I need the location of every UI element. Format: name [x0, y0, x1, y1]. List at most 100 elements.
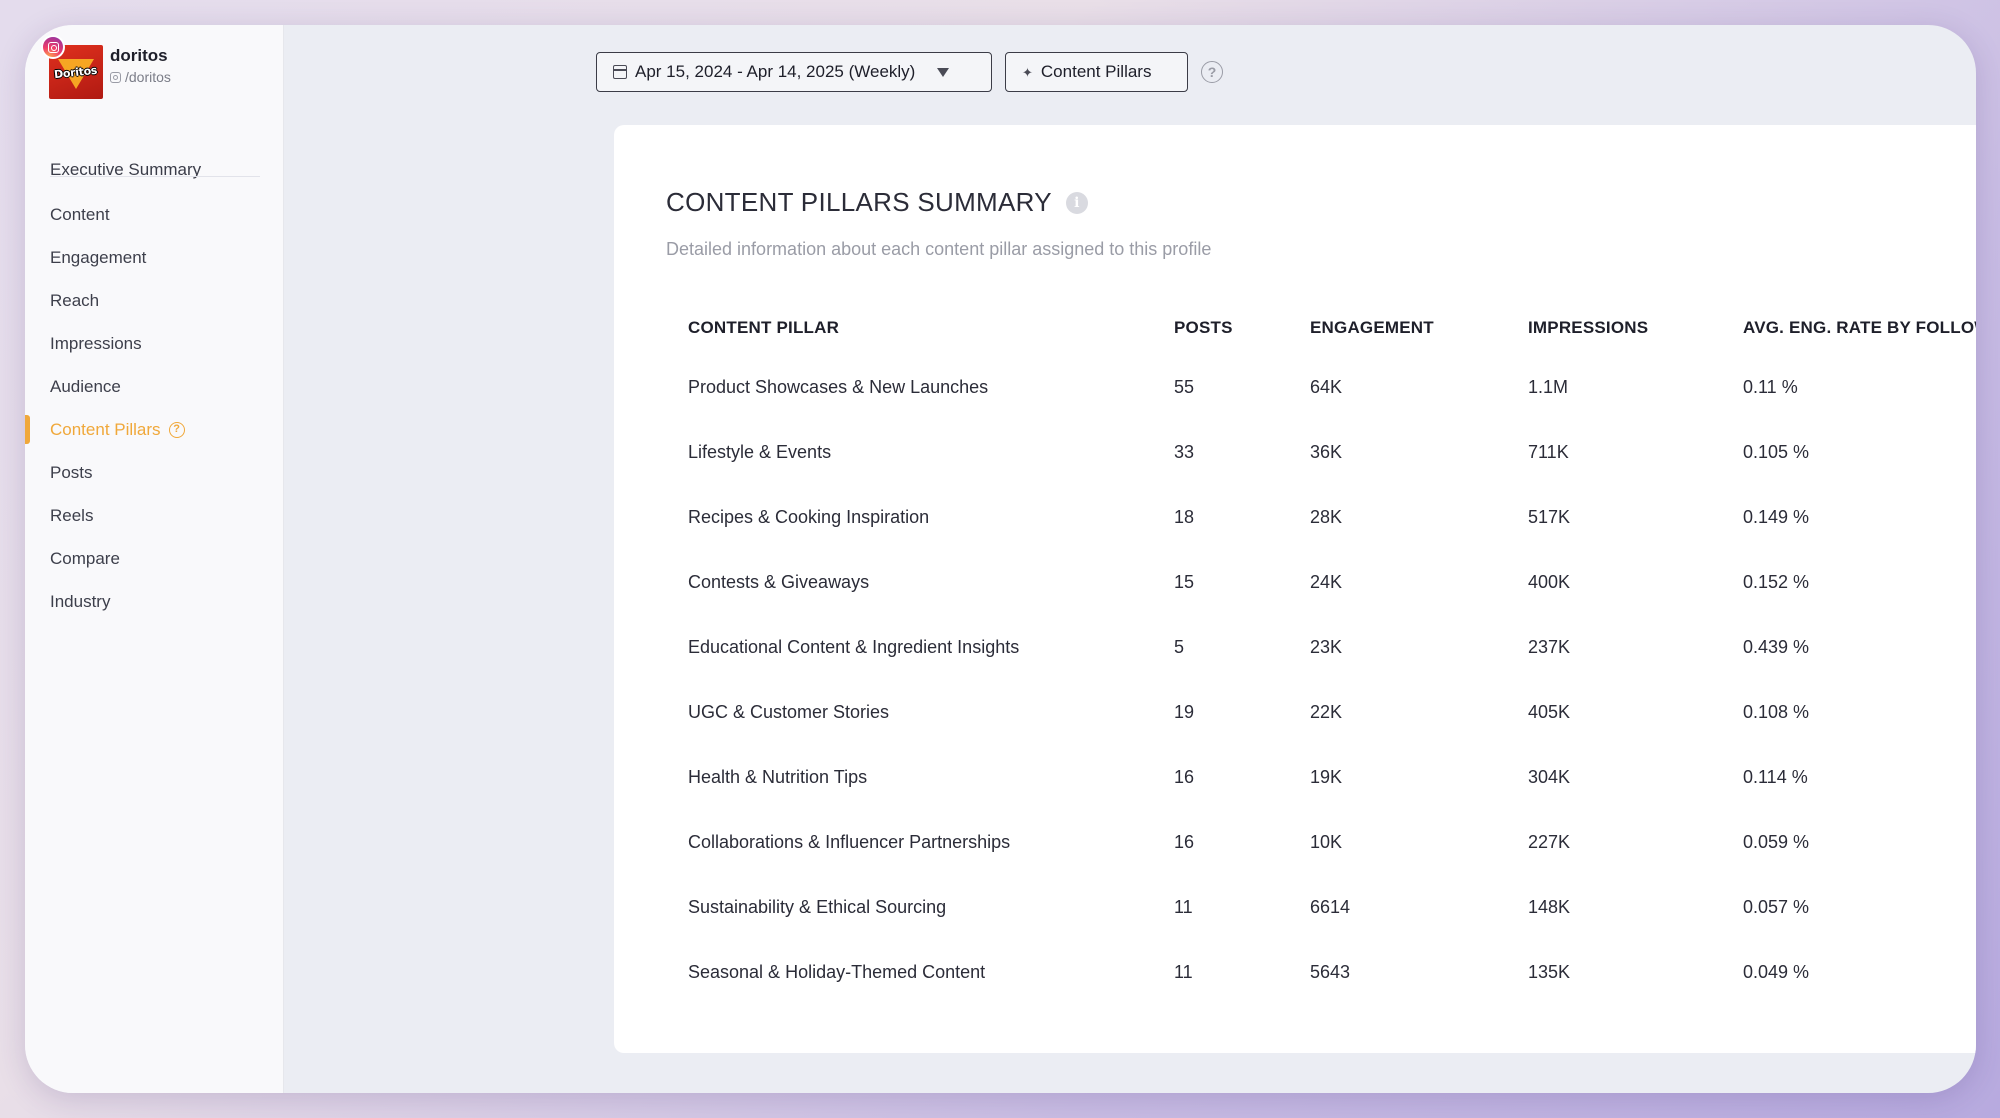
- cell-impressions: 135K: [1528, 962, 1571, 982]
- cell-pillar: Health & Nutrition Tips: [688, 767, 868, 787]
- cell-avg-eng-rate: 0.114 %: [1743, 767, 1808, 787]
- cell-impressions: 227K: [1528, 832, 1571, 852]
- cell-posts: 11: [1174, 897, 1193, 917]
- table-row: UGC & Customer Stories 19 22K 405K 0.108…: [674, 680, 1976, 745]
- profile-handle-row: /doritos: [110, 67, 171, 87]
- cell-avg-eng-rate: 0.11 %: [1743, 377, 1798, 397]
- column-header-posts[interactable]: POSTS: [1174, 318, 1233, 337]
- sidebar-item-executive-summary[interactable]: Executive Summary: [50, 160, 202, 179]
- cell-impressions: 1.1M: [1528, 377, 1569, 397]
- cell-pillar: Recipes & Cooking Inspiration: [688, 507, 930, 527]
- column-header-engagement[interactable]: ENGAGEMENT: [1310, 318, 1434, 337]
- cell-engagement: 5643: [1310, 962, 1351, 982]
- help-circle-icon[interactable]: ?: [168, 421, 185, 438]
- cell-posts: 5: [1174, 637, 1185, 657]
- sidebar-item-label: Impressions: [50, 334, 142, 353]
- instagram-small-icon: [110, 71, 121, 83]
- calendar-icon: [613, 65, 627, 79]
- cell-pillar: Contests & Giveaways: [688, 572, 870, 592]
- cell-engagement: 22K: [1310, 702, 1343, 722]
- sidebar-item-label: Content Pillars: [50, 420, 161, 439]
- cell-posts: 15: [1174, 572, 1195, 592]
- sidebar-item-audience[interactable]: Audience: [25, 365, 283, 408]
- table-row: Product Showcases & New Launches 55 64K …: [674, 355, 1976, 420]
- cell-pillar: Educational Content & Ingredient Insight…: [688, 637, 1020, 657]
- cell-engagement: 28K: [1310, 507, 1343, 527]
- date-range-picker[interactable]: Apr 15, 2024 - Apr 14, 2025 (Weekly): [596, 52, 992, 92]
- cell-posts: 18: [1174, 507, 1195, 527]
- table-row: Collaborations & Influencer Partnerships…: [674, 810, 1976, 875]
- sidebar-item-engagement[interactable]: Engagement: [25, 236, 283, 279]
- sidebar-item-label: Reach: [50, 291, 100, 310]
- cell-impressions: 237K: [1528, 637, 1571, 657]
- table-row: Seasonal & Holiday-Themed Content 11 564…: [674, 940, 1976, 1005]
- column-header-impressions[interactable]: IMPRESSIONS: [1528, 318, 1649, 337]
- sidebar-item-impressions[interactable]: Impressions: [25, 322, 283, 365]
- card-subtitle: Detailed information about each content …: [666, 239, 1212, 259]
- sidebar-item-label: Industry: [50, 592, 111, 611]
- sidebar-item-content[interactable]: Content: [25, 193, 283, 236]
- cell-pillar: Collaborations & Influencer Partnerships: [688, 832, 1011, 852]
- cell-posts: 33: [1174, 442, 1195, 462]
- profile-text: doritos /doritos: [110, 45, 171, 87]
- profile-avatar: Doritos: [41, 35, 103, 99]
- cell-pillar: UGC & Customer Stories: [688, 702, 890, 722]
- profile-header[interactable]: Doritos doritos /doritos: [41, 35, 171, 99]
- card-title-row: CONTENT PILLARS SUMMARY i: [666, 187, 1088, 218]
- cell-engagement: 10K: [1310, 832, 1343, 852]
- sidebar-item-label: Audience: [50, 377, 121, 396]
- sidebar-item-content-pillars[interactable]: Content Pillars ?: [25, 408, 283, 451]
- cell-avg-eng-rate: 0.057 %: [1743, 897, 1810, 917]
- cell-pillar: Lifestyle & Events: [688, 442, 832, 462]
- sidebar-item-reels[interactable]: Reels: [25, 494, 283, 537]
- card-title: CONTENT PILLARS SUMMARY: [666, 187, 1052, 217]
- doritos-logo: Doritos: [49, 45, 103, 99]
- sparkle-icon: ✦: [1022, 64, 1033, 80]
- cell-impressions: 400K: [1528, 572, 1571, 592]
- cell-pillar: Sustainability & Ethical Sourcing: [688, 897, 947, 917]
- cell-engagement: 19K: [1310, 767, 1343, 787]
- date-range-label: Apr 15, 2024 - Apr 14, 2025 (Weekly): [635, 62, 916, 81]
- sidebar-nav: Content Engagement Reach Impressions Aud…: [25, 193, 283, 623]
- cell-impressions: 517K: [1528, 507, 1571, 527]
- cell-avg-eng-rate: 0.439 %: [1743, 637, 1810, 657]
- cell-posts: 19: [1174, 702, 1195, 722]
- cell-avg-eng-rate: 0.049 %: [1743, 962, 1810, 982]
- sidebar-item-label: Engagement: [50, 248, 147, 267]
- cell-avg-eng-rate: 0.059 %: [1743, 832, 1810, 852]
- cell-engagement: 64K: [1310, 377, 1343, 397]
- table-row: Health & Nutrition Tips 16 19K 304K 0.11…: [674, 745, 1976, 810]
- sidebar-item-reach[interactable]: Reach: [25, 279, 283, 322]
- cell-impressions: 711K: [1528, 442, 1569, 462]
- cell-engagement: 24K: [1310, 572, 1343, 592]
- table-row: Contests & Giveaways 15 24K 400K 0.152 %: [674, 550, 1976, 615]
- main-content: Apr 15, 2024 - Apr 14, 2025 (Weekly) ✦ C…: [284, 25, 1976, 1093]
- cell-avg-eng-rate: 0.149 %: [1743, 507, 1810, 527]
- table-row: Lifestyle & Events 33 36K 711K 0.105 %: [674, 420, 1976, 485]
- cell-engagement: 23K: [1310, 637, 1343, 657]
- cell-posts: 16: [1174, 832, 1195, 852]
- cell-avg-eng-rate: 0.152 %: [1743, 572, 1810, 592]
- sidebar-item-compare[interactable]: Compare: [25, 537, 283, 580]
- sidebar-item-posts[interactable]: Posts: [25, 451, 283, 494]
- cell-impressions: 405K: [1528, 702, 1571, 722]
- cell-impressions: 304K: [1528, 767, 1571, 787]
- cell-engagement: 36K: [1310, 442, 1343, 462]
- toolbar: Apr 15, 2024 - Apr 14, 2025 (Weekly) ✦ C…: [596, 52, 1223, 92]
- content-pillars-label: Content Pillars: [1040, 62, 1152, 81]
- cell-posts: 55: [1174, 377, 1195, 397]
- content-pillars-button[interactable]: ✦ Content Pillars: [1005, 52, 1188, 92]
- help-circle-icon[interactable]: ?: [1201, 61, 1223, 83]
- sidebar-item-label: Compare: [50, 549, 120, 568]
- column-header-avg-eng-rate[interactable]: AVG. ENG. RATE BY FOLLOWERS: [1743, 318, 1976, 337]
- cell-posts: 11: [1174, 962, 1193, 982]
- app-window: Doritos doritos /doritos Executive Summa…: [25, 25, 1976, 1093]
- sidebar-item-label: Posts: [50, 463, 93, 482]
- cell-engagement: 6614: [1310, 897, 1351, 917]
- column-header-content-pillar[interactable]: CONTENT PILLAR: [688, 318, 840, 337]
- cell-impressions: 148K: [1528, 897, 1571, 917]
- profile-name: doritos: [110, 46, 168, 65]
- info-icon[interactable]: i: [1065, 191, 1088, 214]
- sidebar-item-industry[interactable]: Industry: [25, 580, 283, 623]
- sidebar-item-label: Reels: [50, 506, 94, 525]
